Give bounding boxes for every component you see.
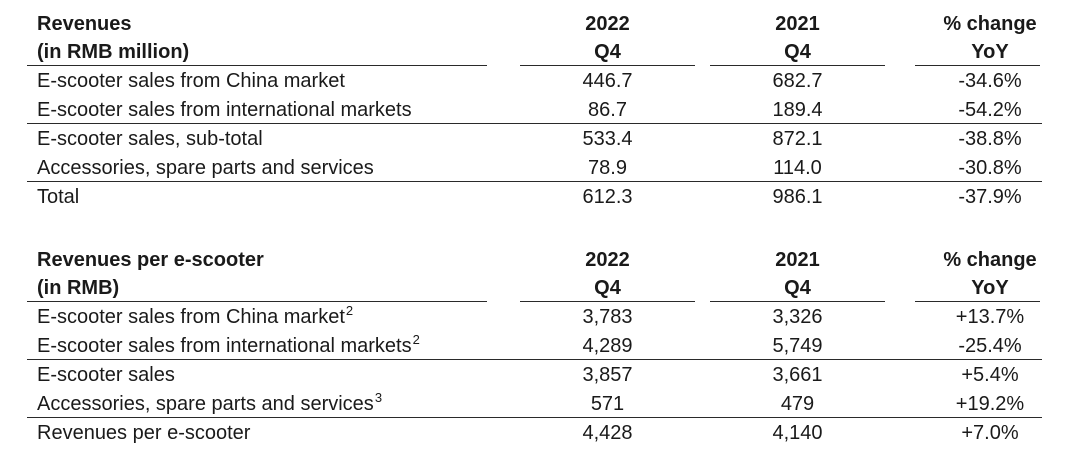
row-label: E-scooter sales from China market 2 [37,302,487,331]
value-2021: 189.4 [772,98,823,121]
value-2021: 872.1 [772,127,823,150]
revenues-header-year-2022: 2022 [585,13,630,35]
revenues-header-quarter-2022: Q4 [594,41,621,63]
per-scooter-header-change: % change [943,249,1037,271]
per-scooter-header-year-2021: 2021 [775,249,820,271]
value-change: +19.2% [955,392,1025,415]
divider [710,65,885,66]
table-row: E-scooter sales from international marke… [0,95,1080,124]
value-2022: 571 [590,392,625,415]
per-scooter-header-label: Revenues per e-scooter [37,249,264,271]
row-label: E-scooter sales [37,363,175,386]
value-change: +13.7% [955,305,1025,328]
revenues-header-year-2021: 2021 [775,13,820,35]
footnote-marker: 3 [374,390,383,405]
row-label-text: E-scooter sales from international marke… [37,334,412,357]
value-2021: 986.1 [772,185,823,208]
value-2021: 114.0 [773,156,822,179]
value-2022: 3,783 [582,305,633,328]
table-row: E-scooter sales from China market 2 3,783… [0,302,1080,331]
revenues-header-label: Revenues [37,13,132,35]
footnote-marker: 2 [345,303,354,318]
value-2021: 682.7 [772,69,823,92]
value-2021: 3,326 [772,305,823,328]
revenues-header-row-1: Revenues 2022 2021 % change [0,10,1080,38]
value-change: -38.8% [958,127,1022,150]
revenues-header-row-2: (in RMB million) Q4 Q4 YoY [0,38,1080,66]
divider [27,359,1042,360]
revenues-header-yoy: YoY [971,41,1009,63]
divider [27,181,1042,182]
row-label: E-scooter sales from international marke… [37,98,412,121]
value-2021: 3,661 [772,363,823,386]
divider [27,301,487,302]
per-scooter-header-year-2022: 2022 [585,249,630,271]
value-change: +7.0% [961,421,1019,444]
row-label-text: E-scooter sales from China market [37,305,345,328]
footnote-marker: 2 [412,332,420,347]
table-row: E-scooter sales 3,857 3,661 +5.4% [0,360,1080,389]
value-change: -37.9% [958,185,1022,208]
table-row: Accessories, spare parts and services 78… [0,153,1080,182]
value-2022: 4,428 [582,421,633,444]
divider [520,301,695,302]
divider [915,301,1040,302]
per-scooter-header-row-1: Revenues per e-scooter 2022 2021 % chang… [0,246,1080,274]
divider [710,301,885,302]
table-row: E-scooter sales, sub-total 533.4 872.1 -… [0,124,1080,153]
divider [27,123,1042,124]
value-2022: 446.7 [582,69,633,92]
value-change: -34.6% [958,69,1022,92]
table-row: Accessories, spare parts and services 3 5… [0,389,1080,418]
per-scooter-header-row-2: (in RMB) Q4 Q4 YoY [0,274,1080,302]
divider [27,65,487,66]
table-row-total: Revenues per e-scooter 4,428 4,140 +7.0% [0,418,1080,447]
value-2022: 4,289 [582,334,633,357]
row-label-text: Accessories, spare parts and services [37,392,374,415]
per-scooter-header-yoy: YoY [971,277,1009,299]
value-change: +5.4% [961,363,1019,386]
per-scooter-table: Revenues per e-scooter 2022 2021 % chang… [0,246,1080,447]
value-2022: 86.7 [588,98,627,121]
revenues-header-change: % change [943,13,1037,35]
row-label: E-scooter sales from international marke… [37,331,487,360]
value-2022: 533.4 [582,127,633,150]
revenues-header-quarter-2021: Q4 [784,41,811,63]
per-scooter-header-quarter-2021: Q4 [784,277,811,299]
row-label: Revenues per e-scooter [37,421,251,444]
value-change: -25.4% [958,334,1022,357]
value-2021: 4,140 [772,421,823,444]
value-2022: 3,857 [582,363,633,386]
table-row: E-scooter sales from China market 446.7 … [0,66,1080,95]
divider [520,65,695,66]
revenues-table: Revenues 2022 2021 % change (in RMB mill… [0,10,1080,211]
row-label: E-scooter sales, sub-total [37,127,263,150]
value-2021: 5,749 [772,334,823,357]
value-change: -30.8% [958,156,1022,179]
value-change: -54.2% [958,98,1022,121]
divider [915,65,1040,66]
divider [27,417,1042,418]
per-scooter-header-unit: (in RMB) [37,277,120,299]
row-label: Accessories, spare parts and services 3 [37,389,487,418]
row-label: Accessories, spare parts and services [37,156,374,179]
value-2021: 479 [780,392,815,415]
row-label: E-scooter sales from China market [37,69,345,92]
per-scooter-header-quarter-2022: Q4 [594,277,621,299]
revenues-header-unit: (in RMB million) [37,41,190,63]
value-2022: 78.9 [588,156,627,179]
table-row: E-scooter sales from international marke… [0,331,1080,360]
value-2022: 612.3 [582,185,633,208]
table-row-total: Total 612.3 986.1 -37.9% [0,182,1080,211]
row-label: Total [37,185,80,208]
